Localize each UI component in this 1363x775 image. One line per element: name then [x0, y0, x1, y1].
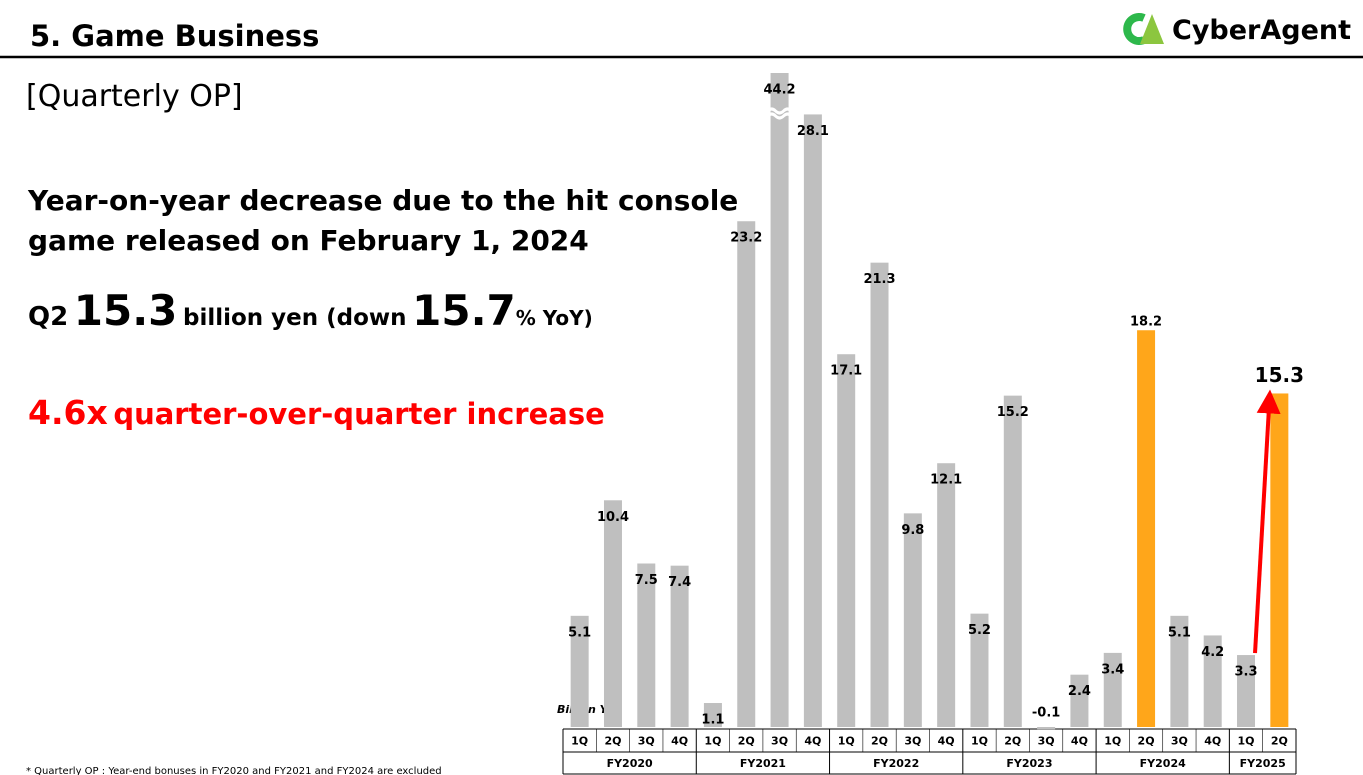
bar — [1037, 727, 1056, 730]
summary-value: 15.3 — [74, 286, 178, 335]
x-tick-label: 2Q — [738, 735, 755, 748]
x-tick-label: 2Q — [604, 735, 621, 748]
highlight-value: 4.6x — [28, 393, 108, 432]
value-label: 3.4 — [1101, 662, 1124, 677]
x-tick-label: 3Q — [638, 735, 655, 748]
x-tick-label: 1Q — [1104, 735, 1121, 748]
group-label: FY2020 — [607, 757, 653, 770]
bar — [1070, 674, 1089, 727]
value-label: 4.2 — [1201, 645, 1224, 660]
footnote: * Quarterly OP : Year-end bonuses in FY2… — [26, 766, 442, 775]
bar — [737, 221, 756, 728]
bar — [570, 615, 589, 727]
value-label: 12.1 — [930, 473, 962, 488]
x-tick-label: 1Q — [1238, 735, 1255, 748]
x-tick-label: 4Q — [938, 735, 955, 748]
bar — [703, 703, 722, 727]
x-tick-label: 3Q — [1038, 735, 1055, 748]
group-label: FY2022 — [873, 757, 919, 770]
value-label: 44.2 — [764, 83, 796, 98]
group-label: FY2021 — [740, 757, 786, 770]
x-tick-label: 4Q — [1204, 735, 1221, 748]
page-title: 5. Game Business — [30, 19, 319, 53]
x-tick-label: 3Q — [904, 735, 921, 748]
value-label: 18.2 — [1130, 315, 1162, 330]
value-label: 3.3 — [1235, 665, 1258, 680]
x-tick-label: 1Q — [704, 735, 721, 748]
value-label: 5.2 — [968, 623, 991, 638]
headline-line: Year-on-year decrease due to the hit con… — [27, 184, 738, 217]
bar — [937, 463, 956, 727]
value-label: 10.4 — [597, 510, 629, 525]
bar — [870, 262, 889, 727]
summary-quarter: Q2 — [28, 302, 68, 332]
x-tick-label: 1Q — [571, 735, 588, 748]
x-tick-label: 4Q — [1071, 735, 1088, 748]
bar — [603, 500, 622, 727]
subtitle: [Quarterly OP] — [26, 79, 243, 114]
x-tick-label: 2Q — [1138, 735, 1155, 748]
logo-icon — [1123, 13, 1164, 45]
group-label: FY2025 — [1240, 757, 1286, 770]
x-tick-label: 2Q — [1004, 735, 1021, 748]
x-tick-label: 1Q — [971, 735, 988, 748]
summary-unit: billion yen (down — [183, 305, 407, 331]
x-tick-label: 4Q — [804, 735, 821, 748]
summary-change: 15.7 — [412, 286, 516, 335]
x-tick-label: 3Q — [771, 735, 788, 748]
value-label: 7.4 — [668, 575, 691, 590]
value-label: 17.1 — [830, 364, 862, 379]
bar — [1170, 615, 1189, 727]
summary: Q2 15.3 billion yen (down 15.7% YoY) — [28, 286, 593, 335]
bar — [970, 613, 989, 727]
bar — [1103, 652, 1122, 727]
value-label: 1.1 — [701, 713, 724, 728]
value-label: 21.3 — [863, 272, 895, 287]
value-label: 23.2 — [730, 231, 762, 246]
value-label: 15.2 — [997, 405, 1029, 420]
x-tick-label: 2Q — [871, 735, 888, 748]
logo-text: CyberAgent — [1172, 15, 1351, 46]
highlight: 4.6x quarter-over-quarter increase — [28, 393, 605, 432]
value-label: 7.5 — [635, 573, 658, 588]
x-tick-label: 3Q — [1171, 735, 1188, 748]
value-label: 5.1 — [568, 625, 591, 640]
group-label: FY2023 — [1006, 757, 1052, 770]
value-label: 2.4 — [1068, 684, 1091, 699]
group-label: FY2024 — [1140, 757, 1186, 770]
bar — [903, 513, 922, 727]
bar — [1270, 393, 1289, 727]
value-label: 15.3 — [1255, 363, 1304, 387]
value-label: 9.8 — [901, 523, 924, 538]
summary-change-unit: % YoY) — [516, 306, 593, 330]
bar — [1203, 635, 1222, 727]
x-tick-label: 4Q — [671, 735, 688, 748]
axis-break — [766, 107, 793, 120]
highlight-text: quarter-over-quarter increase — [113, 397, 604, 431]
bar — [770, 73, 789, 727]
bar — [1137, 330, 1156, 727]
bar — [670, 565, 689, 727]
bar — [803, 114, 822, 728]
value-label: 5.1 — [1168, 625, 1191, 640]
value-label: 28.1 — [797, 124, 829, 139]
x-tick-label: 1Q — [838, 735, 855, 748]
headline-line: game released on February 1, 2024 — [28, 224, 589, 257]
growth-arrow — [1253, 389, 1281, 654]
bar — [1237, 655, 1256, 727]
x-tick-label: 2Q — [1271, 735, 1288, 748]
value-label: -0.1 — [1032, 706, 1060, 721]
bar — [1003, 395, 1022, 727]
bar — [637, 563, 656, 727]
bar — [837, 354, 856, 727]
